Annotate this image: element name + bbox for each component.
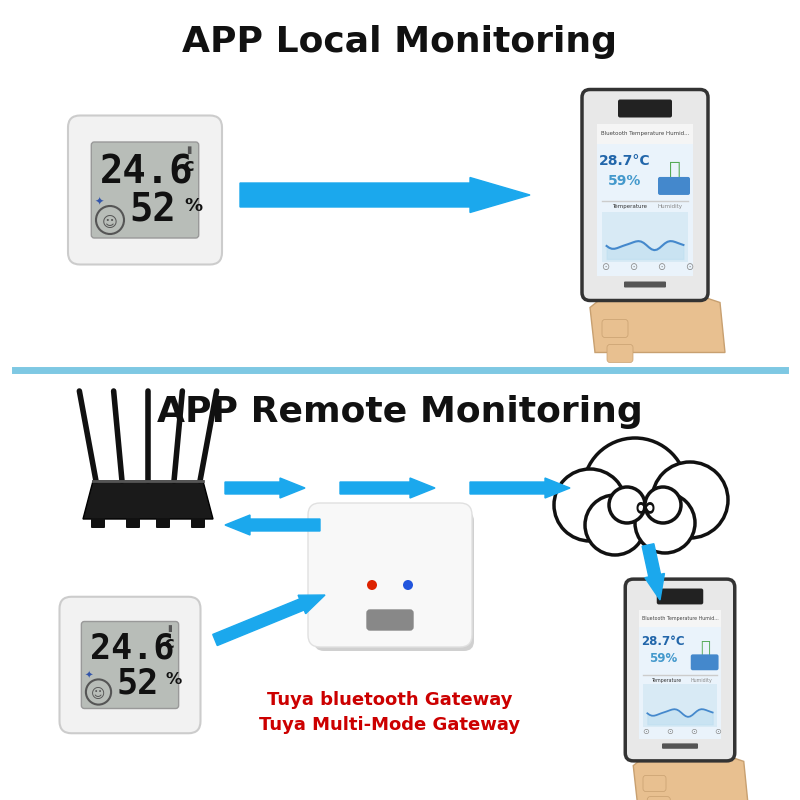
Text: APP Remote Monitoring: APP Remote Monitoring	[157, 395, 643, 429]
Circle shape	[367, 580, 377, 590]
FancyArrow shape	[225, 478, 305, 498]
Circle shape	[554, 469, 626, 541]
FancyArrow shape	[642, 544, 665, 600]
FancyArrow shape	[340, 478, 435, 498]
Circle shape	[635, 493, 695, 553]
Text: Bluetooth Temperature Humid...: Bluetooth Temperature Humid...	[601, 131, 689, 137]
Text: 28.7°C: 28.7°C	[599, 154, 651, 168]
Text: ⊙: ⊙	[642, 727, 650, 736]
Text: ▮: ▮	[186, 145, 192, 155]
Text: c: c	[165, 636, 174, 651]
FancyArrow shape	[240, 178, 530, 213]
FancyBboxPatch shape	[91, 518, 105, 528]
FancyBboxPatch shape	[662, 743, 698, 749]
Text: Humidity: Humidity	[690, 678, 712, 682]
FancyArrow shape	[470, 478, 570, 498]
Text: ⊙: ⊙	[690, 727, 697, 736]
FancyBboxPatch shape	[308, 503, 472, 647]
FancyBboxPatch shape	[624, 282, 666, 287]
FancyBboxPatch shape	[126, 518, 140, 528]
FancyBboxPatch shape	[314, 511, 474, 651]
Text: 28.7°C: 28.7°C	[641, 634, 685, 647]
Text: 🌿: 🌿	[669, 159, 681, 178]
Text: ⊙: ⊙	[601, 262, 609, 273]
FancyBboxPatch shape	[643, 775, 666, 791]
Text: Tuya Multi-Mode Gateway: Tuya Multi-Mode Gateway	[259, 716, 521, 734]
Text: ∞: ∞	[634, 493, 657, 521]
Circle shape	[583, 438, 687, 542]
Polygon shape	[590, 287, 725, 353]
FancyBboxPatch shape	[607, 345, 633, 362]
Text: ⊙: ⊙	[657, 262, 665, 273]
FancyBboxPatch shape	[602, 212, 688, 262]
Polygon shape	[83, 481, 213, 519]
FancyBboxPatch shape	[657, 589, 703, 605]
Text: c: c	[184, 157, 194, 175]
FancyBboxPatch shape	[367, 610, 413, 630]
Text: Temperature: Temperature	[613, 205, 647, 210]
Text: ☺: ☺	[102, 214, 118, 230]
FancyBboxPatch shape	[643, 685, 717, 727]
Circle shape	[652, 462, 728, 538]
Text: ⊙: ⊙	[666, 727, 674, 736]
Text: Bluetooth Temperature Humid...: Bluetooth Temperature Humid...	[642, 616, 718, 621]
FancyBboxPatch shape	[639, 610, 721, 626]
FancyBboxPatch shape	[597, 124, 694, 276]
FancyBboxPatch shape	[582, 90, 708, 301]
Text: ⊙: ⊙	[685, 262, 693, 273]
Text: ⊙: ⊙	[629, 262, 637, 273]
FancyBboxPatch shape	[647, 797, 670, 800]
Text: 24.6: 24.6	[100, 153, 194, 191]
Text: Humidity: Humidity	[658, 205, 682, 210]
Text: ✦: ✦	[94, 197, 104, 207]
FancyBboxPatch shape	[597, 124, 694, 144]
Text: ☺: ☺	[91, 686, 106, 701]
FancyBboxPatch shape	[602, 319, 628, 338]
Text: ✦: ✦	[85, 670, 93, 681]
Text: 🌿: 🌿	[701, 639, 710, 657]
FancyBboxPatch shape	[658, 177, 690, 195]
Text: 59%: 59%	[608, 174, 642, 188]
FancyBboxPatch shape	[191, 518, 205, 528]
Text: APP Local Monitoring: APP Local Monitoring	[182, 25, 618, 59]
Circle shape	[585, 495, 645, 555]
FancyBboxPatch shape	[156, 518, 170, 528]
FancyBboxPatch shape	[639, 610, 721, 739]
Text: 52: 52	[116, 666, 158, 700]
FancyBboxPatch shape	[68, 115, 222, 265]
Text: 59%: 59%	[649, 651, 677, 665]
FancyBboxPatch shape	[82, 622, 178, 709]
Text: Temperature: Temperature	[652, 678, 682, 682]
FancyBboxPatch shape	[91, 142, 198, 238]
FancyBboxPatch shape	[690, 654, 718, 670]
FancyBboxPatch shape	[618, 99, 672, 118]
Polygon shape	[634, 749, 748, 800]
FancyArrow shape	[225, 515, 320, 535]
Text: ⊙: ⊙	[714, 727, 721, 736]
FancyBboxPatch shape	[626, 579, 734, 761]
Text: 24.6: 24.6	[90, 632, 174, 666]
FancyBboxPatch shape	[59, 597, 201, 734]
Circle shape	[609, 487, 645, 523]
Circle shape	[645, 487, 681, 523]
Text: %: %	[165, 672, 182, 687]
Text: 52: 52	[130, 191, 176, 229]
FancyArrow shape	[213, 595, 325, 646]
Circle shape	[403, 580, 413, 590]
Text: Tuya bluetooth Gateway: Tuya bluetooth Gateway	[267, 691, 513, 709]
Text: ▮: ▮	[167, 625, 172, 634]
Text: %: %	[184, 197, 202, 215]
